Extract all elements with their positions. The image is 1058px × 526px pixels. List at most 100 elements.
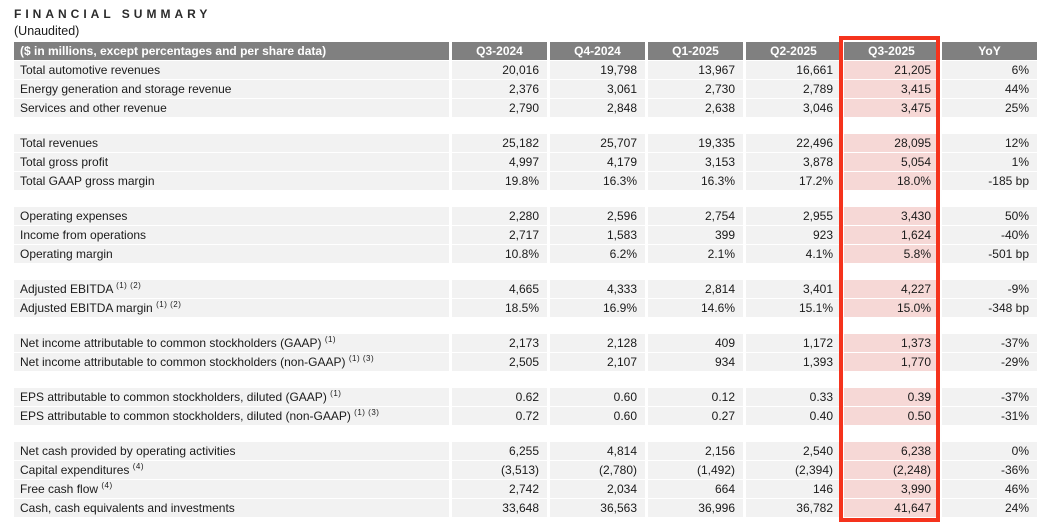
cell-yoy: -37% (939, 334, 1037, 353)
cell-q2-2025: 1,172 (743, 334, 841, 353)
column-header-q1-2025: Q1-2025 (645, 42, 743, 61)
table-row: Energy generation and storage revenue 2,3… (14, 80, 1037, 99)
cell-q4-2024: 2,128 (547, 334, 645, 353)
financial-summary-table: ($ in millions, except percentages and p… (14, 42, 1037, 518)
table-row: Free cash flow (4) 2,742 2,034 664 146 3,990 4… (14, 480, 1037, 499)
table-row: Total GAAP gross margin 19.8% 16.3% 16.3% 17… (14, 172, 1037, 191)
cell-q3-2025: 41,647 (841, 499, 939, 518)
footnote-ref: (1) (3) (354, 408, 380, 417)
table-row: Total automotive revenues 20,016 19,798 13,… (14, 61, 1037, 80)
cell-q1-2025: 2,754 (645, 207, 743, 226)
cell-q1-2025: 2,730 (645, 80, 743, 99)
row-label: Adjusted EBITDA (1) (2) (14, 280, 449, 299)
cell-q3-2024: 0.62 (449, 388, 547, 407)
cell-yoy: 44% (939, 80, 1037, 99)
cell-q4-2024: 25,707 (547, 134, 645, 153)
cell-q4-2024: 36,563 (547, 499, 645, 518)
cell-q2-2025: 36,782 (743, 499, 841, 518)
table-row: Total revenues 25,182 25,707 19,335 22,496 28… (14, 134, 1037, 153)
cell-yoy: 0% (939, 442, 1037, 461)
row-label: Adjusted EBITDA margin (1) (2) (14, 299, 449, 318)
cell-q1-2025: 13,967 (645, 61, 743, 80)
cell-q4-2024: (2,780) (547, 461, 645, 480)
column-header-q4-2024: Q4-2024 (547, 42, 645, 61)
cell-q3-2025: 18.0% (841, 172, 939, 191)
cell-yoy: -9% (939, 280, 1037, 299)
cell-q4-2024: 16.3% (547, 172, 645, 191)
table-row: Operating margin 10.8% 6.2% 2.1% 4.1% 5.8% -50… (14, 245, 1037, 264)
cell-q2-2025: 17.2% (743, 172, 841, 191)
cell-q4-2024: 3,061 (547, 80, 645, 99)
cell-q4-2024: 16.9% (547, 299, 645, 318)
spacer-row (14, 318, 1037, 334)
row-label: Net cash provided by operating activitie… (14, 442, 449, 461)
cell-q3-2024: 25,182 (449, 134, 547, 153)
cell-q3-2025: 1,624 (841, 226, 939, 245)
cell-q2-2025: 3,878 (743, 153, 841, 172)
cell-q3-2024: 2,717 (449, 226, 547, 245)
footnote-ref: (4) (101, 481, 113, 490)
cell-q2-2025: 146 (743, 480, 841, 499)
cell-q1-2025: 3,153 (645, 153, 743, 172)
cell-yoy: -348 bp (939, 299, 1037, 318)
cell-yoy: -185 bp (939, 172, 1037, 191)
cell-yoy: -40% (939, 226, 1037, 245)
footnote-ref: (1) (2) (156, 300, 182, 309)
cell-q1-2025: 0.27 (645, 407, 743, 426)
table-row: Net income attributable to common stockh… (14, 353, 1037, 372)
cell-q3-2025: 0.50 (841, 407, 939, 426)
cell-q3-2025: 1,770 (841, 353, 939, 372)
row-label: Total automotive revenues (14, 61, 449, 80)
cell-q3-2024: (3,513) (449, 461, 547, 480)
cell-q2-2025: 923 (743, 226, 841, 245)
cell-yoy: -36% (939, 461, 1037, 480)
row-label: EPS attributable to common stockholders,… (14, 407, 449, 426)
cell-yoy: 6% (939, 61, 1037, 80)
cell-q4-2024: 19,798 (547, 61, 645, 80)
cell-q1-2025: 14.6% (645, 299, 743, 318)
cell-q2-2025: 0.33 (743, 388, 841, 407)
cell-yoy: -501 bp (939, 245, 1037, 264)
cell-q1-2025: 2,814 (645, 280, 743, 299)
column-header-q3-2024: Q3-2024 (449, 42, 547, 61)
cell-q3-2025: 0.39 (841, 388, 939, 407)
cell-q1-2025: 16.3% (645, 172, 743, 191)
cell-q1-2025: (1,492) (645, 461, 743, 480)
cell-q2-2025: 2,540 (743, 442, 841, 461)
cell-q4-2024: 0.60 (547, 388, 645, 407)
cell-yoy: -37% (939, 388, 1037, 407)
cell-q2-2025: (2,394) (743, 461, 841, 480)
cell-q2-2025: 3,046 (743, 99, 841, 118)
row-label: EPS attributable to common stockholders,… (14, 388, 449, 407)
cell-q3-2024: 0.72 (449, 407, 547, 426)
row-label: Free cash flow (4) (14, 480, 449, 499)
cell-q1-2025: 2,638 (645, 99, 743, 118)
cell-q3-2024: 19.8% (449, 172, 547, 191)
spacer-row (14, 426, 1037, 442)
cell-q3-2025: 5,054 (841, 153, 939, 172)
row-label: Total gross profit (14, 153, 449, 172)
cell-q3-2024: 2,376 (449, 80, 547, 99)
cell-q3-2025: 3,430 (841, 207, 939, 226)
page-subtitle: (Unaudited) (14, 24, 80, 38)
table-row: Adjusted EBITDA (1) (2) 4,665 4,333 2,814 3,… (14, 280, 1037, 299)
cell-q4-2024: 2,848 (547, 99, 645, 118)
row-label: Capital expenditures (4) (14, 461, 449, 480)
footnote-ref: (4) (132, 462, 145, 471)
cell-q1-2025: 36,996 (645, 499, 743, 518)
cell-q3-2024: 6,255 (449, 442, 547, 461)
cell-q3-2024: 18.5% (449, 299, 547, 318)
footnote-ref: (1) (2) (116, 281, 142, 290)
cell-q4-2024: 2,107 (547, 353, 645, 372)
cell-q2-2025: 3,401 (743, 280, 841, 299)
cell-q2-2025: 16,661 (743, 61, 841, 80)
cell-yoy: 46% (939, 480, 1037, 499)
cell-q3-2024: 2,742 (449, 480, 547, 499)
cell-q2-2025: 22,496 (743, 134, 841, 153)
cell-yoy: 1% (939, 153, 1037, 172)
cell-q3-2025: 4,227 (841, 280, 939, 299)
cell-q4-2024: 1,583 (547, 226, 645, 245)
cell-q1-2025: 19,335 (645, 134, 743, 153)
cell-q2-2025: 2,789 (743, 80, 841, 99)
